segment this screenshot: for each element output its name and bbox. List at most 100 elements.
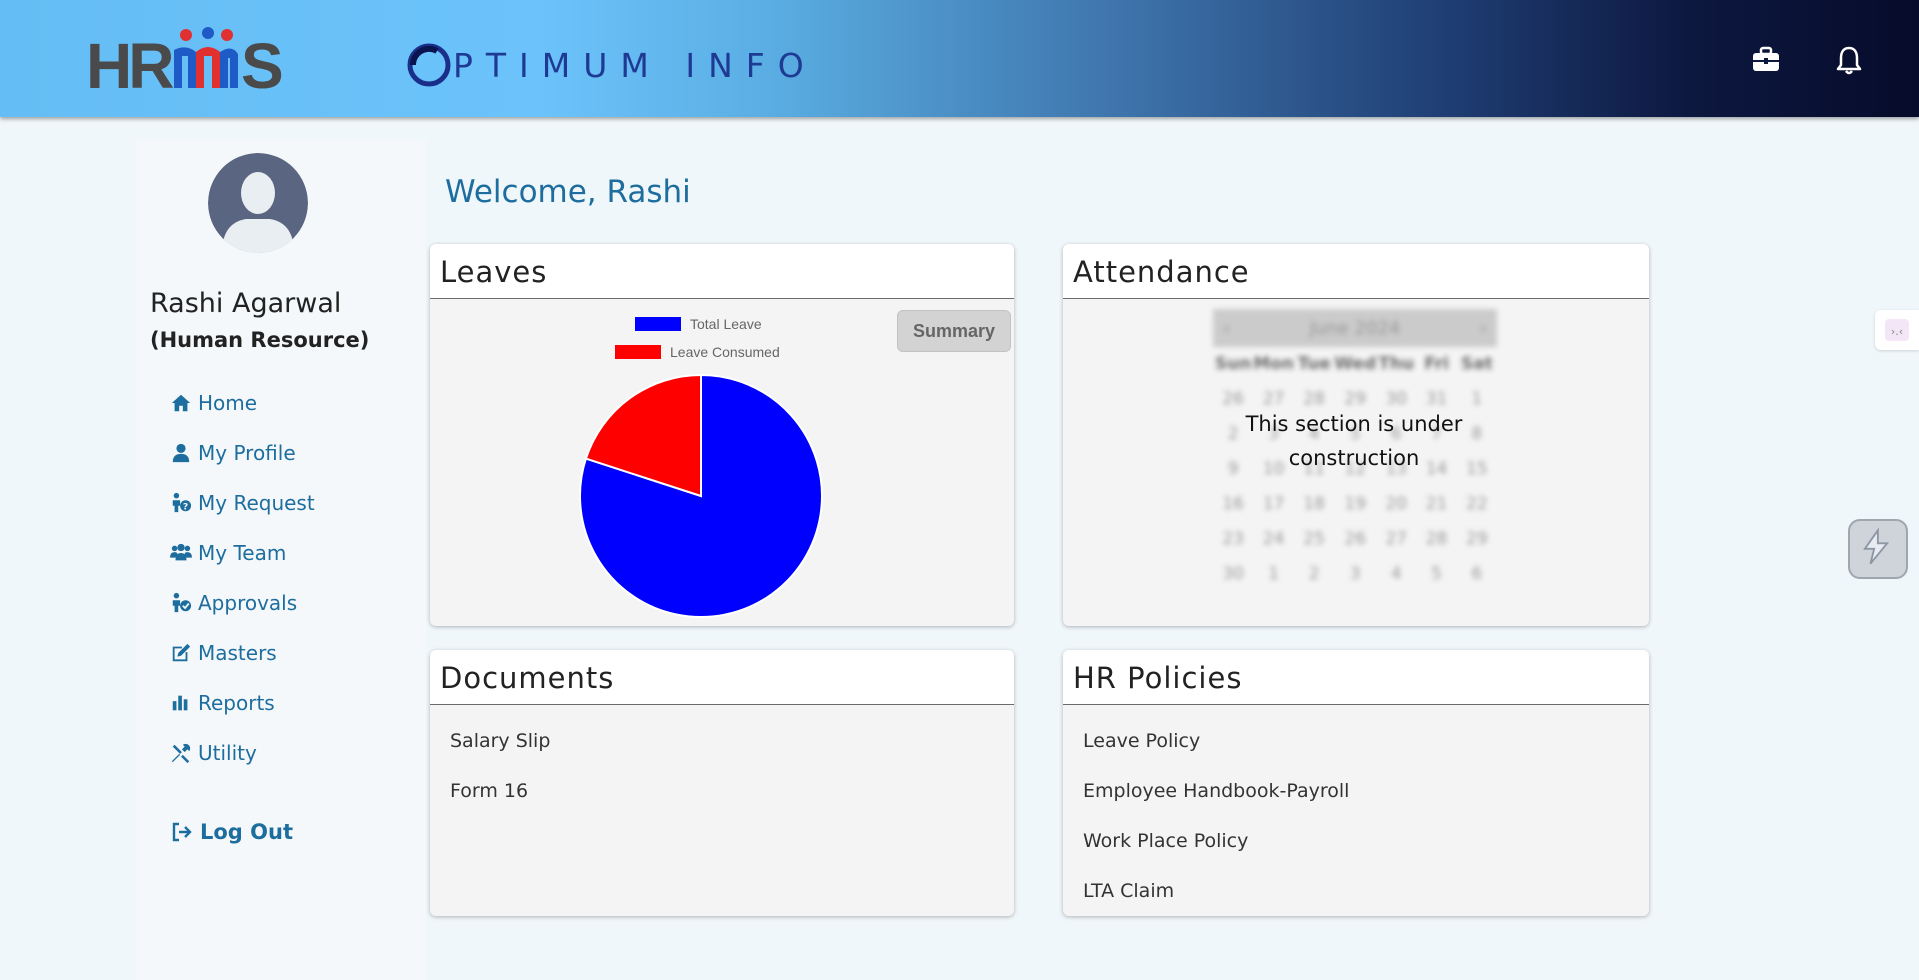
- svg-text:HR: HR: [86, 30, 173, 92]
- optimum-ring-icon: [407, 43, 451, 87]
- document-form-16[interactable]: Form 16: [450, 780, 529, 802]
- top-header: HR S PTIMUM INFO: [0, 0, 1919, 117]
- calendar-weekday: Sat: [1460, 354, 1493, 374]
- lightning-icon: [1863, 527, 1890, 565]
- side-extension-tab[interactable]: ›.‹: [1875, 310, 1919, 350]
- sidebar-item-approvals[interactable]: Approvals: [170, 578, 315, 628]
- attendance-body: ‹ June 2024 › Sun Mon Tue Wed Thu Fri Sat 26 27 2…: [1063, 299, 1649, 625]
- sidebar-nav: Home My Profile ? My Request My Team App…: [170, 378, 315, 778]
- construction-message: This section is under construction: [1063, 407, 1645, 475]
- logout-label: Log Out: [200, 820, 293, 844]
- sidebar-item-label: Utility: [198, 741, 257, 765]
- policy-leave[interactable]: Leave Policy: [1083, 730, 1201, 752]
- sidebar-item-label: My Team: [198, 541, 287, 565]
- calendar-day: 22: [1466, 494, 1488, 514]
- user-name: Rashi Agarwal: [150, 288, 342, 319]
- logout-button[interactable]: Log Out: [170, 820, 293, 844]
- legend-item-leave-consumed[interactable]: Leave Consumed: [615, 344, 780, 360]
- sidebar-item-label: Home: [198, 391, 258, 415]
- calendar-day: 20: [1385, 494, 1408, 514]
- chevron-left-icon: ‹: [1223, 317, 1231, 339]
- avatar[interactable]: [208, 153, 308, 253]
- request-icon: ?: [172, 492, 192, 512]
- legend-swatch: [615, 345, 661, 359]
- calendar-day: 17: [1262, 494, 1285, 514]
- svg-text:›.‹: ›.‹: [1891, 325, 1903, 338]
- welcome-heading: Welcome, Rashi: [445, 174, 691, 210]
- sidebar-item-label: Reports: [198, 691, 275, 715]
- policies-list: Leave Policy Employee Handbook-Payroll W…: [1063, 705, 1649, 916]
- sidebar-item-utility[interactable]: Utility: [170, 728, 315, 778]
- sidebar-item-my-request[interactable]: ? My Request: [170, 478, 315, 528]
- document-salary-slip[interactable]: Salary Slip: [450, 730, 551, 752]
- calendar-day: 29: [1344, 389, 1367, 409]
- calendar-weekday: Tue: [1297, 354, 1331, 374]
- calendar-day: 18: [1303, 494, 1325, 514]
- policy-employee-handbook[interactable]: Employee Handbook-Payroll: [1083, 780, 1350, 802]
- calendar-day: 5: [1431, 564, 1442, 584]
- policy-lta-claim[interactable]: LTA Claim: [1083, 880, 1175, 902]
- calendar-day: 30: [1222, 564, 1244, 584]
- summary-button[interactable]: Summary: [897, 310, 1011, 352]
- calendar-day: 6: [1390, 424, 1402, 444]
- sidebar: Rashi Agarwal (Human Resource) Home My P…: [136, 140, 426, 980]
- calendar-day: 24: [1262, 529, 1285, 549]
- calendar-day: 30: [1385, 389, 1408, 409]
- calendar-weekday: Sun: [1214, 354, 1252, 374]
- sidebar-item-my-profile[interactable]: My Profile: [170, 428, 315, 478]
- home-icon: [171, 394, 191, 412]
- sidebar-item-label: Approvals: [198, 591, 298, 615]
- policy-work-place[interactable]: Work Place Policy: [1083, 830, 1249, 852]
- svg-text:S: S: [241, 30, 284, 92]
- calendar-day: 31: [1425, 389, 1448, 409]
- tools-icon: [171, 743, 191, 764]
- calendar-day: 6: [1471, 564, 1483, 584]
- calendar-day: 4: [1390, 564, 1402, 584]
- calendar-day: 21: [1425, 494, 1448, 514]
- calendar-weekday: Wed: [1334, 354, 1377, 374]
- sidebar-item-masters[interactable]: Masters: [170, 628, 315, 678]
- calendar-day: 12: [1344, 459, 1367, 479]
- sidebar-item-home[interactable]: Home: [170, 378, 315, 428]
- legend-label: Total Leave: [690, 316, 762, 332]
- calendar-day: 16: [1222, 494, 1244, 514]
- leaves-title: Leaves: [430, 244, 1014, 299]
- edit-icon: [172, 643, 191, 662]
- hrms-logo[interactable]: HR S: [86, 26, 302, 102]
- chart-icon: [172, 695, 188, 711]
- calendar-day: 11: [1303, 459, 1325, 479]
- calendar-weekday: Fri: [1424, 354, 1449, 374]
- team-icon: [170, 543, 192, 561]
- sidebar-item-my-team[interactable]: My Team: [170, 528, 315, 578]
- company-name: PTIMUM INFO: [453, 45, 817, 85]
- calendar-header: ‹ June 2024 ›: [1213, 309, 1497, 347]
- calendar-day: 3: [1268, 424, 1280, 444]
- calendar-day: 14: [1425, 459, 1448, 479]
- calendar-day: 1: [1268, 564, 1280, 584]
- bell-icon[interactable]: [1833, 44, 1865, 76]
- calendar-day: 25: [1303, 529, 1325, 549]
- floating-assistant-button[interactable]: [1848, 519, 1908, 579]
- sidebar-item-reports[interactable]: Reports: [170, 678, 315, 728]
- documents-title: Documents: [430, 650, 1014, 705]
- calendar-day: 28: [1303, 389, 1325, 409]
- pie-slice-leave-consumed[interactable]: [584, 373, 702, 498]
- chevron-right-icon: ›: [1479, 317, 1487, 339]
- company-logo: PTIMUM INFO: [407, 38, 817, 92]
- calendar-day: 4: [1308, 424, 1320, 444]
- legend-label: Leave Consumed: [670, 344, 780, 360]
- calendar-day: 9: [1227, 459, 1239, 479]
- user-role: (Human Resource): [150, 328, 370, 352]
- documents-list: Salary Slip Form 16: [430, 705, 1014, 819]
- legend-item-total-leave[interactable]: Total Leave: [635, 316, 762, 332]
- hr-policies-card: HR Policies Leave Policy Employee Handbo…: [1063, 650, 1649, 916]
- calendar-day: 2: [1308, 564, 1320, 584]
- calendar-day: 26: [1344, 529, 1367, 549]
- sidebar-item-label: My Profile: [198, 441, 296, 465]
- attendance-card: Attendance ‹ June 2024 › Sun Mon Tue Wed Thu…: [1063, 244, 1649, 626]
- svg-text:?: ?: [183, 501, 188, 512]
- calendar-day: 1: [1471, 389, 1483, 409]
- briefcase-icon[interactable]: [1750, 44, 1782, 76]
- calendar-day: 26: [1222, 389, 1244, 409]
- calendar-day: 3: [1349, 564, 1361, 584]
